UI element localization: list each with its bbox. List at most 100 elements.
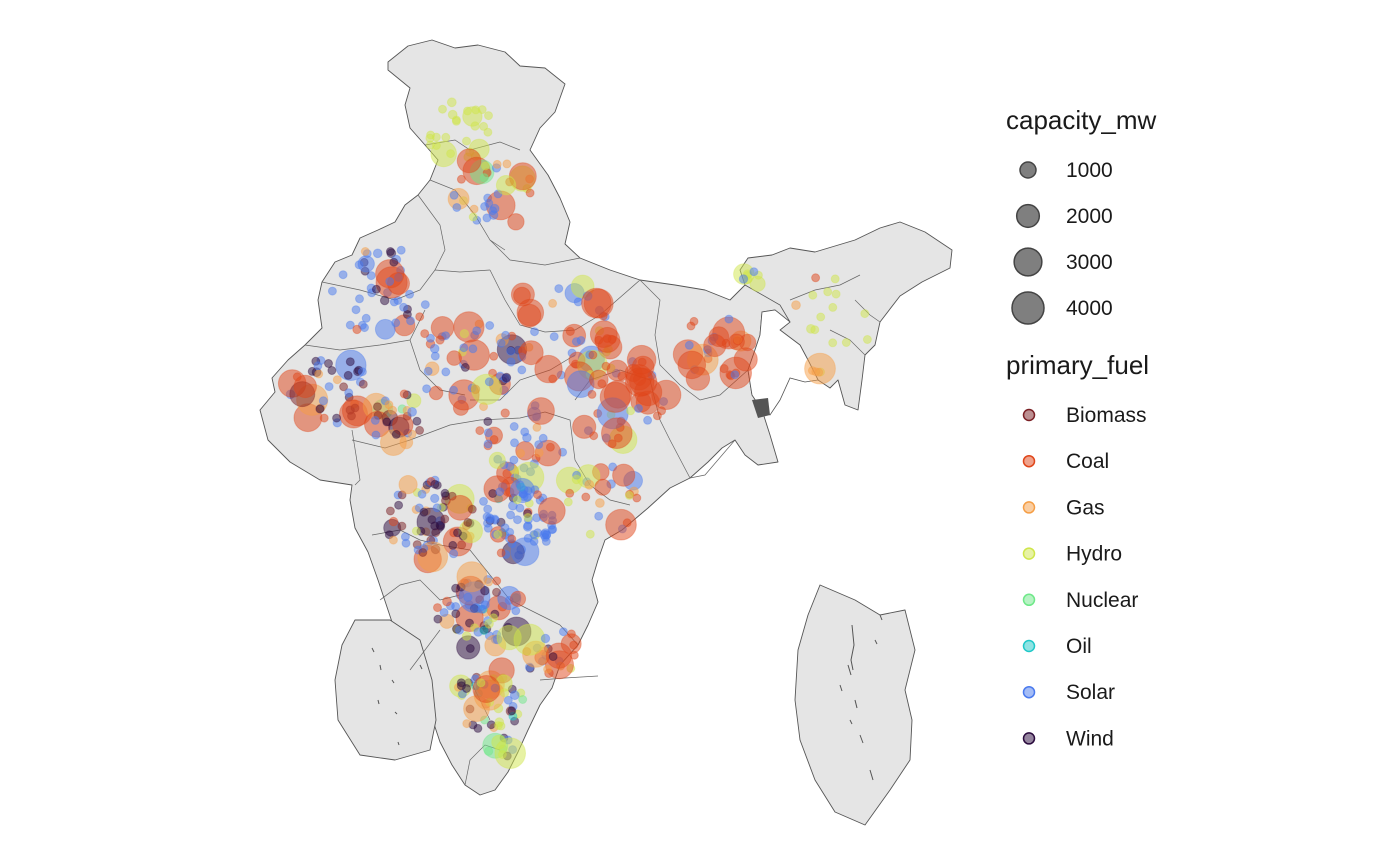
plant-point-coal (420, 329, 430, 339)
plant-point-hydro (808, 290, 818, 300)
plant-point-gas (791, 300, 801, 311)
plant-point-solar (360, 323, 369, 333)
plant-point-hydro (476, 678, 486, 688)
plant-point-coal (601, 417, 633, 450)
plant-point-solar (482, 213, 492, 223)
plant-point-solar (488, 206, 498, 216)
plant-point-solar (366, 271, 376, 281)
plant-point-hydro (749, 275, 766, 292)
plant-point-solar (439, 608, 449, 617)
plant-point-hydro (512, 495, 522, 505)
plant-point-gas (384, 400, 394, 410)
size-legend-title: capacity_mw (1006, 105, 1156, 135)
plant-point-hydro (462, 106, 483, 127)
plant-point-wind (456, 678, 466, 688)
plant-point-hydro (451, 116, 461, 126)
plant-point-solar (430, 493, 440, 504)
plant-point-solar (396, 245, 406, 255)
plant-point-wind (412, 416, 422, 426)
plant-point-solar (399, 302, 409, 312)
plant-point-coal (597, 334, 623, 360)
plant-point-coal (581, 287, 612, 319)
plant-point-solar (730, 370, 740, 380)
plant-point-solar (354, 260, 364, 270)
plant-point-solar (432, 503, 442, 513)
plant-point-hydro (438, 104, 447, 114)
plant-point-solar (313, 361, 323, 371)
plant-point-wind (460, 362, 470, 372)
plant-point-wind (343, 370, 353, 380)
plant-point-solar (357, 367, 367, 377)
plant-point-coal (475, 426, 485, 436)
plant-point-coal (319, 413, 329, 423)
plant-point-solar (472, 326, 482, 336)
plant-point-solar (479, 496, 488, 506)
plant-point-solar (749, 267, 759, 277)
plant-point-biomass (373, 402, 382, 412)
plant-point-hydro (497, 750, 507, 759)
plant-point-coal (415, 312, 425, 322)
plant-point-coal (632, 493, 642, 503)
plant-point-biomass (339, 382, 349, 392)
plant-point-gas (595, 498, 605, 508)
plant-point-solar (724, 314, 734, 324)
plant-point-solar (558, 627, 568, 637)
plant-point-coal (565, 488, 575, 498)
plant-point-hydro (468, 212, 478, 222)
plant-point-hydro (823, 287, 833, 297)
plant-point-coal (489, 435, 499, 444)
plant-point-hydro (494, 737, 527, 770)
plant-point-hydro (493, 530, 503, 539)
plant-point-solar (477, 604, 487, 614)
plant-point-biomass (492, 587, 501, 597)
plant-point-gas (548, 298, 558, 308)
power-plant-points (277, 97, 872, 770)
plant-point-gas (543, 664, 553, 674)
size-legend-key (1019, 161, 1037, 179)
plant-point-gas (534, 448, 544, 458)
plant-point-coal (527, 397, 555, 425)
plant-point-hydro (513, 623, 546, 656)
plant-point-biomass (467, 504, 477, 514)
plant-point-wind (440, 488, 450, 498)
plant-point-coal (456, 174, 466, 184)
plant-point-solar (338, 270, 348, 280)
plant-point-coal (496, 548, 506, 558)
plant-point-wind (433, 614, 443, 624)
plant-point-solar (576, 336, 586, 345)
plant-point-solar (355, 294, 364, 304)
plant-point-hydro (571, 474, 582, 485)
plant-point-coal (566, 629, 576, 639)
plant-point-solar (385, 277, 395, 286)
plant-point-wind (332, 413, 342, 423)
plant-point-solar (506, 346, 516, 356)
plant-point-solar (459, 343, 469, 353)
plant-point-solar (533, 528, 543, 538)
plant-point-solar (506, 510, 516, 520)
plant-point-wind (448, 540, 458, 550)
plant-point-solar (406, 316, 415, 326)
plant-point-solar (327, 286, 337, 296)
size-legend-label: 4000 (1066, 297, 1113, 320)
plant-point-wind (480, 585, 490, 596)
plant-point-gas (360, 247, 370, 256)
plant-point-biomass (385, 506, 395, 516)
plant-point-solar (468, 344, 478, 354)
color-legend-label: Coal (1066, 450, 1109, 473)
plant-point-nuclear (518, 695, 528, 704)
plant-point-solar (423, 366, 433, 376)
plant-point-solar (530, 327, 539, 337)
plant-point-solar (534, 440, 544, 450)
plant-point-coal (428, 385, 444, 401)
plant-point-solar (407, 407, 418, 417)
plant-point-biomass (463, 517, 473, 527)
plant-point-coal (612, 463, 636, 487)
size-legend-label: 2000 (1066, 205, 1113, 228)
plant-point-coal (572, 414, 597, 439)
plant-point-coal (685, 366, 711, 391)
plant-point-solar (344, 388, 354, 398)
plant-point-solar (420, 300, 430, 310)
plant-point-gas (516, 448, 526, 458)
plant-point-solar (345, 320, 355, 330)
plant-point-nuclear (479, 173, 489, 183)
